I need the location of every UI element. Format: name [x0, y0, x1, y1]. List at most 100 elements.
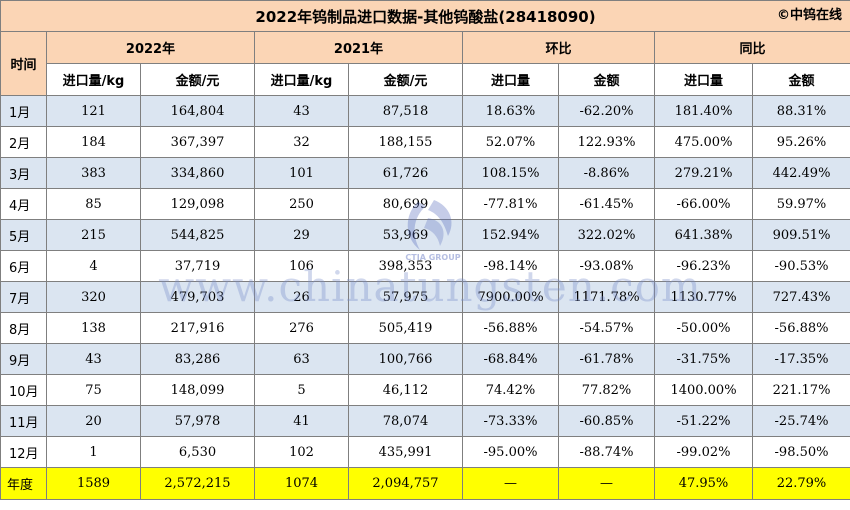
yoy-qty-cell: 279.21% — [654, 157, 753, 189]
month-cell: 8月 — [0, 312, 47, 344]
qty-2021-cell: 102 — [254, 436, 349, 468]
yoy-qty-cell: -99.02% — [654, 436, 753, 468]
yoy-amt-cell: 88.31% — [751, 95, 850, 127]
table-row: 1月 121 164,804 43 87,518 18.63% -62.20% 181.40%… — [0, 95, 850, 127]
mom-qty-cell: -73.33% — [462, 405, 559, 437]
qty-2021-cell: 41 — [254, 405, 349, 437]
yoy-qty-cell: 1130.77% — [654, 281, 753, 313]
mom-amt-cell: -93.08% — [558, 250, 655, 282]
table-row: 11月 20 57,978 41 78,074 -73.33% -60.85% -51.22%… — [0, 405, 850, 437]
table-row: 5月 215 544,825 29 53,969 152.94% 322.02% 641.38… — [0, 219, 850, 251]
mom-qty-cell: 52.07% — [462, 126, 559, 158]
yoy-qty-cell: -50.00% — [654, 312, 753, 344]
qty-2021-cell: 250 — [254, 188, 349, 220]
qty-2022-cell: 383 — [46, 157, 141, 189]
table-row: 10月 75 148,099 5 46,112 74.42% 77.82% 1400.00% 2… — [0, 374, 850, 406]
yoy-qty-cell: 181.40% — [654, 95, 753, 127]
qty-2021-cell: 276 — [254, 312, 349, 344]
yoy-qty-cell: 475.00% — [654, 126, 753, 158]
yoy-qty-cell: -51.22% — [654, 405, 753, 437]
table-row: 9月 43 83,286 63 100,766 -68.84% -61.78% -31.75%… — [0, 343, 850, 375]
amt-2022-cell: 129,098 — [140, 188, 255, 220]
yoy-amt-cell: -25.74% — [751, 405, 850, 437]
header-amt-2021: 金额/元 — [348, 63, 463, 96]
month-cell: 2月 — [0, 126, 47, 158]
yoy-amt-cell: -90.53% — [751, 250, 850, 282]
mom-amt-cell: 322.02% — [558, 219, 655, 251]
mom-amt-cell: 77.82% — [558, 374, 655, 406]
qty-2022-cell: 320 — [46, 281, 141, 313]
mom-qty-cell: -95.00% — [462, 436, 559, 468]
table-title: 2022年钨制品进口数据-其他钨酸盐(28418090) — [255, 7, 596, 26]
qty-2022-cell: 4 — [46, 250, 141, 282]
header-2022: 2022年 — [46, 31, 255, 64]
qty-2022-cell: 138 — [46, 312, 141, 344]
qty-2022-cell: 215 — [46, 219, 141, 251]
mom-amt-cell: 122.93% — [558, 126, 655, 158]
mom-qty-cell: -77.81% — [462, 188, 559, 220]
month-cell: 3月 — [0, 157, 47, 189]
header-amt-2022: 金额/元 — [140, 63, 255, 96]
total-row: 年度 1589 2,572,215 1074 2,094,757— —47.95% 22.7… — [0, 467, 850, 500]
qty-2021-cell: 32 — [254, 126, 349, 158]
qty-2021-cell: 63 — [254, 343, 349, 375]
title-cell: 2022年钨制品进口数据-其他钨酸盐(28418090) ©中钨在线 — [0, 0, 850, 32]
yoy-qty-cell: -96.23% — [654, 250, 753, 282]
yoy-amt-cell: 59.97% — [751, 188, 850, 220]
month-cell: 4月 — [0, 188, 47, 220]
qty-2022-cell: 85 — [46, 188, 141, 220]
yoy-qty-cell: 641.38% — [654, 219, 753, 251]
month-cell: 1月 — [0, 95, 47, 127]
amt-2021-cell: 100,766 — [348, 343, 463, 375]
amt-2021-cell: 435,991 — [348, 436, 463, 468]
amt-2021-cell: 57,975 — [348, 281, 463, 313]
month-cell: 6月 — [0, 250, 47, 282]
qty-2021-cell: 1074 — [254, 467, 349, 500]
mom-qty-cell: — — [462, 467, 559, 500]
month-cell: 11月 — [0, 405, 47, 437]
yoy-amt-cell: 909.51% — [751, 219, 850, 251]
header-yoy: 同比 — [653, 31, 850, 64]
qty-2021-cell: 43 — [254, 95, 349, 127]
yoy-qty-cell: -66.00% — [654, 188, 753, 220]
amt-2022-cell: 544,825 — [140, 219, 255, 251]
header-2021: 2021年 — [254, 31, 463, 64]
table-row: 8月 138 217,916 276 505,419 -56.88% -54.57% -50.… — [0, 312, 850, 344]
yoy-amt-cell: 22.79% — [751, 467, 850, 500]
mom-amt-cell: -60.85% — [558, 405, 655, 437]
table-row: 7月 320 479,703 26 57,975 7900.00% 1171.78% 1130… — [0, 281, 850, 313]
table-row: 4月 85 129,098 250 80,699 -77.81% -61.45% -66.00… — [0, 188, 850, 220]
amt-2022-cell: 479,703 — [140, 281, 255, 313]
qty-2022-cell: 1 — [46, 436, 141, 468]
mom-qty-cell: -68.84% — [462, 343, 559, 375]
qty-2021-cell: 101 — [254, 157, 349, 189]
month-cell: 5月 — [0, 219, 47, 251]
table-row: 6月 4 37,719 106 398,353 -98.14% -93.08% -96.23%… — [0, 250, 850, 282]
qty-2022-cell: 1589 — [46, 467, 141, 500]
yoy-amt-cell: 221.17% — [751, 374, 850, 406]
qty-2022-cell: 184 — [46, 126, 141, 158]
amt-2022-cell: 164,804 — [140, 95, 255, 127]
table-row: 2月 184 367,397 32 188,155 52.07% 122.93% 475.00… — [0, 126, 850, 158]
mom-amt-cell: -88.74% — [558, 436, 655, 468]
amt-2022-cell: 367,397 — [140, 126, 255, 158]
yoy-qty-cell: 47.95% — [654, 467, 753, 500]
yoy-amt-cell: -98.50% — [751, 436, 850, 468]
qty-2021-cell: 29 — [254, 219, 349, 251]
amt-2021-cell: 398,353 — [348, 250, 463, 282]
yoy-qty-cell: 1400.00% — [654, 374, 753, 406]
yoy-amt-cell: 727.43% — [751, 281, 850, 313]
amt-2021-cell: 188,155 — [348, 126, 463, 158]
qty-2021-cell: 26 — [254, 281, 349, 313]
table-row: 12月 1 6,530 102 435,991 -95.00% -88.74% -99.02%… — [0, 436, 850, 468]
amt-2022-cell: 2,572,215 — [140, 467, 255, 500]
month-cell: 年度 — [0, 467, 47, 500]
yoy-amt-cell: 95.26% — [751, 126, 850, 158]
amt-2022-cell: 57,978 — [140, 405, 255, 437]
amt-2021-cell: 2,094,757 — [348, 467, 463, 500]
qty-2022-cell: 121 — [46, 95, 141, 127]
mom-qty-cell: -98.14% — [462, 250, 559, 282]
mom-amt-cell: -8.86% — [558, 157, 655, 189]
yoy-qty-cell: -31.75% — [654, 343, 753, 375]
